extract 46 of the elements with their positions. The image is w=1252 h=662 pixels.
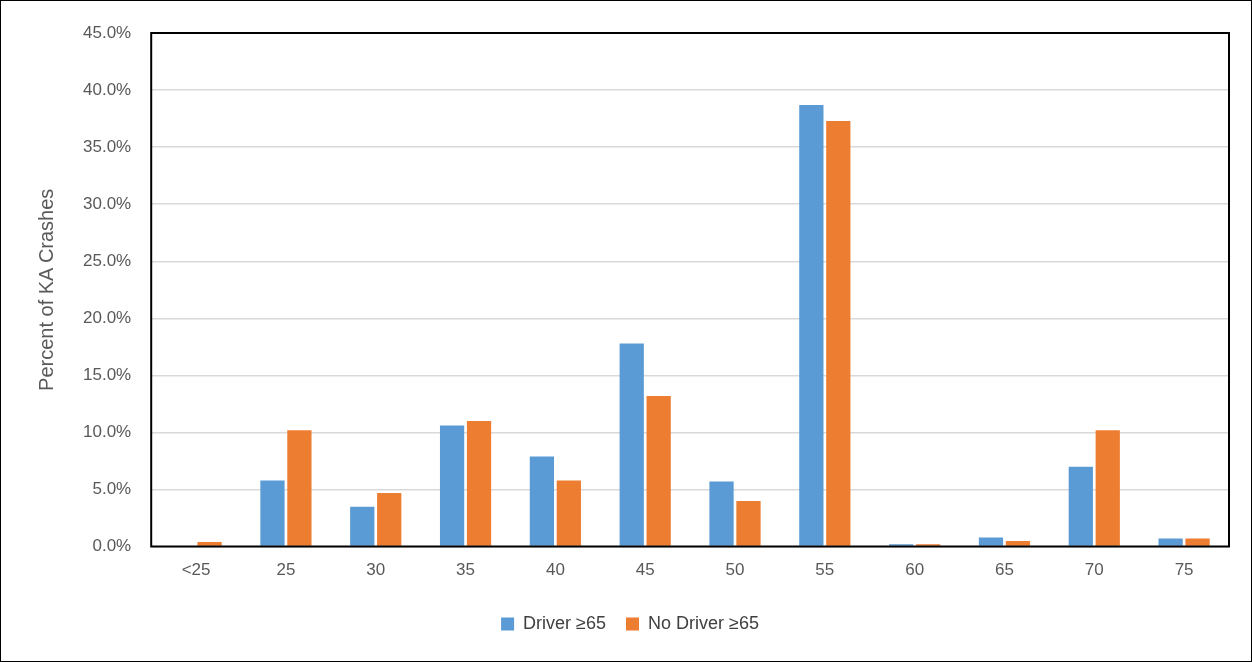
bar [736, 500, 761, 546]
x-tick-label: 70 [1084, 560, 1104, 580]
bar [466, 421, 492, 546]
bar [1185, 538, 1210, 546]
y-tick-label: 10.0% [83, 422, 132, 442]
x-tick-label: 40 [545, 560, 565, 580]
bar [709, 481, 734, 546]
bar [556, 480, 581, 546]
x-tick-label: 65 [995, 560, 1014, 580]
x-tick-label: 60 [905, 560, 925, 580]
x-tick-label: 55 [815, 560, 835, 580]
bar [978, 537, 1004, 546]
x-tick-label: 25 [276, 560, 296, 580]
x-tick-label: 45 [635, 560, 655, 580]
bar [1095, 430, 1120, 546]
bar [529, 456, 555, 546]
bar [287, 430, 312, 546]
y-tick-label: 45.0% [83, 22, 132, 42]
y-axis-title: Percent of KA Crashes [34, 188, 57, 391]
y-tick-label: 30.0% [83, 193, 132, 213]
y-tick-label: 5.0% [92, 479, 132, 499]
x-tick-label: 50 [725, 560, 745, 580]
bar [1158, 538, 1183, 546]
bar [646, 395, 671, 546]
y-tick-label: 25.0% [83, 250, 132, 270]
bar [1005, 540, 1031, 546]
legend-label: Driver ≥65 [523, 612, 606, 633]
y-tick-label: 35.0% [83, 136, 132, 156]
bar [350, 506, 375, 546]
y-tick-label: 0.0% [92, 536, 132, 556]
bar [439, 425, 465, 546]
bar [799, 104, 824, 546]
bar [826, 120, 851, 546]
bar [260, 480, 285, 546]
y-tick-label: 20.0% [83, 308, 132, 328]
x-tick-label: 35 [456, 560, 476, 580]
y-tick-label: 15.0% [83, 365, 132, 385]
bar [377, 492, 402, 546]
bar [197, 542, 222, 546]
bar [619, 343, 644, 546]
legend-label: No Driver ≥65 [647, 612, 759, 633]
x-tick-label: <25 [181, 560, 211, 580]
x-tick-label: 30 [366, 560, 386, 580]
x-tick-label: 75 [1174, 560, 1194, 580]
y-tick-label: 40.0% [83, 79, 132, 99]
bar [1068, 466, 1093, 546]
